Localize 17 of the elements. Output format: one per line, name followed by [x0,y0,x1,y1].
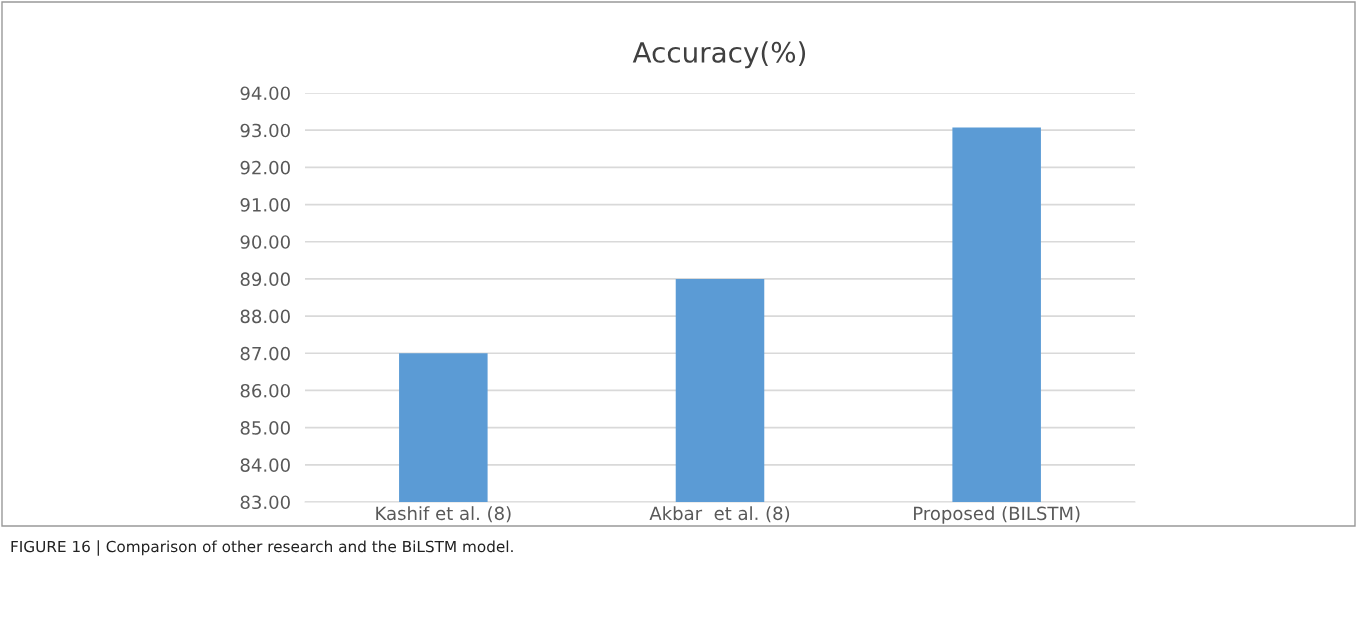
y-tick-label: 90.00 [240,235,290,249]
y-tick-label: 88.00 [240,309,290,324]
x-tick-label: Kashif et al. (8) [376,506,511,523]
y-tick-label: 83.00 [240,495,290,510]
x-tick-label: Akbar et al. (8) [649,506,790,523]
y-tick-label: 85.00 [240,421,290,435]
y-tick-label: 91.00 [240,198,290,212]
chart-title: Accuracy(%) [632,41,806,69]
y-tick-label: 94.00 [240,86,290,101]
y-tick-label: 92.00 [240,160,290,175]
x-tick-label: Proposed (BILSTM) [914,506,1080,524]
y-tick-label: 87.00 [240,346,290,361]
y-tick-label: 86.00 [240,383,290,398]
y-tick-label: 89.00 [240,272,290,287]
caption: FIGURE 16 | Comparison of other research and the BiLSTM model. [11,540,513,556]
y-tick-label: 84.00 [240,458,290,472]
y-tick-label: 93.00 [240,123,290,138]
